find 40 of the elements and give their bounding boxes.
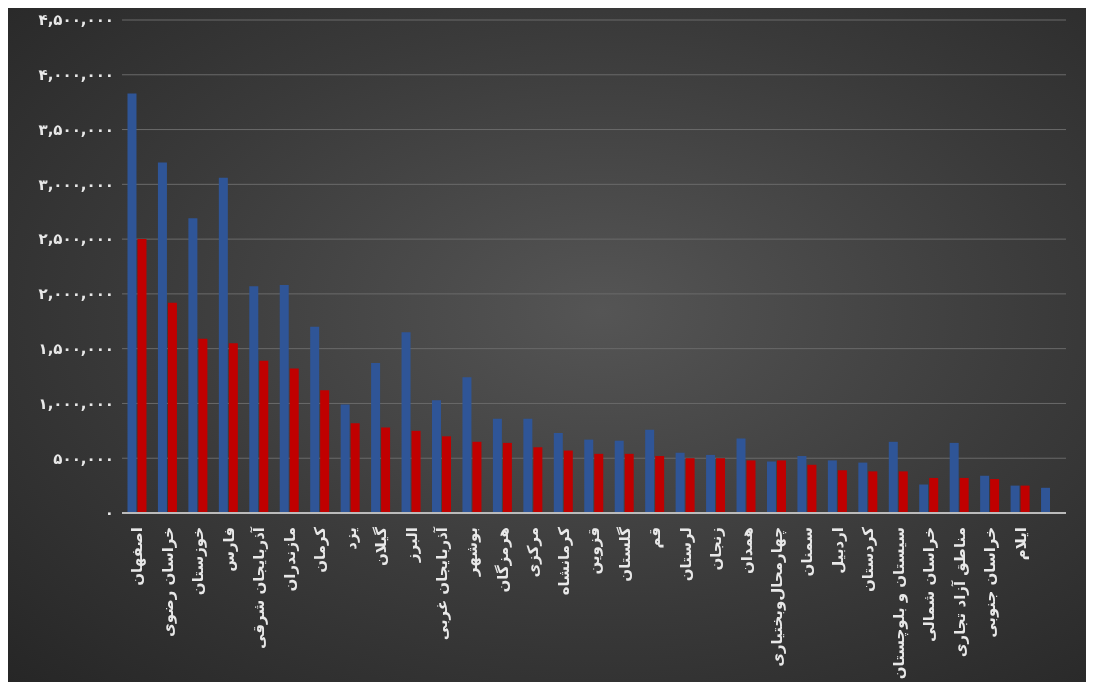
x-tick-label: زنجان (707, 527, 726, 571)
x-tick-label: گلستان (615, 526, 634, 582)
y-tick-label: ۲,۰۰۰,۰۰۰ (38, 285, 114, 304)
x-tick-label: آذربایجان شرقی (250, 526, 269, 649)
x-tick-label: چهارمحال‌وبختیاری (767, 527, 787, 667)
x-tick-label: کرمان (311, 526, 330, 573)
x-tick-label: فارس (219, 527, 238, 572)
x-tick-label: سمنان (798, 527, 817, 577)
x-tick-label: قم (646, 527, 665, 549)
x-tick-label: سیستان و بلوچستان (889, 527, 909, 680)
x-tick-label: البرز (402, 527, 421, 563)
x-tick-label: ایلام (1011, 527, 1030, 561)
y-tick-label: ۳,۵۰۰,۰۰۰ (38, 120, 114, 139)
x-tick-label: مازندران (280, 527, 299, 592)
x-tick-label: کرمانشاه (554, 526, 573, 596)
x-tick-label: لرستان (676, 527, 695, 582)
x-tick-label: همدان (737, 527, 756, 575)
x-tick-label: گیلان (372, 526, 391, 567)
y-tick-label: ۲,۵۰۰,۰۰۰ (38, 230, 114, 249)
x-tick-label: اردبیل (828, 527, 847, 574)
x-tick-label: مناطق آزاد تجاری (950, 527, 969, 658)
x-tick-label: هرمزگان (493, 527, 512, 593)
y-tick-label: ۰ (104, 504, 114, 523)
y-tick-label: ۱,۰۰۰,۰۰۰ (38, 394, 114, 413)
x-tick-label: بوشهر (463, 527, 482, 578)
x-tick-label: آذربایجان غربی (432, 526, 451, 641)
y-tick-label: ۴,۰۰۰,۰۰۰ (38, 66, 114, 85)
x-tick-label: خراسان شمالی (920, 527, 939, 642)
y-tick-label: ۳,۰۰۰,۰۰۰ (38, 175, 114, 194)
y-tick-label: ۴,۵۰۰,۰۰۰ (38, 11, 114, 30)
x-tick-label: خراسان رضوی (158, 527, 177, 637)
x-tick-label: اصفهان (128, 527, 147, 586)
x-tick-label: مرکزی (524, 527, 543, 578)
x-tick-label: خوزستان (189, 527, 208, 596)
x-tick-label: کردستان (859, 526, 878, 593)
y-tick-label: ۱,۵۰۰,۰۰۰ (38, 339, 114, 358)
x-tick-label: قزوین (585, 527, 604, 575)
y-tick-label: ۵۰۰,۰۰۰ (53, 449, 114, 468)
x-tick-label: یزد (341, 527, 360, 550)
x-tick-label: خراسان جنوبی (981, 527, 1000, 638)
